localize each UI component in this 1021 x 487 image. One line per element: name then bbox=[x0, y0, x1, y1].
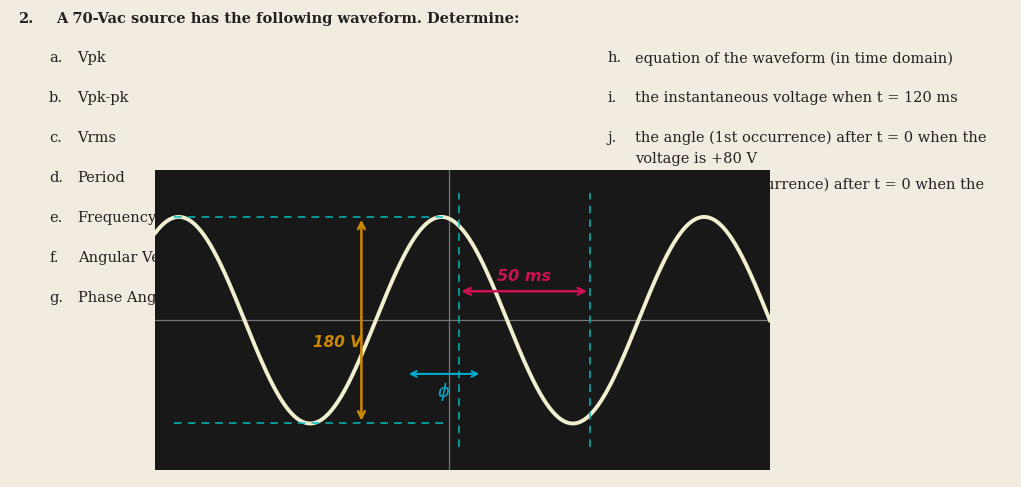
Text: the angle (1st occurrence) after t = 0 when the: the angle (1st occurrence) after t = 0 w… bbox=[635, 131, 986, 146]
Text: voltage is –10 V: voltage is –10 V bbox=[635, 199, 752, 213]
Text: Phase Angle: Phase Angle bbox=[78, 291, 169, 305]
Text: k.: k. bbox=[607, 178, 621, 192]
Text: equation of the waveform (in time domain): equation of the waveform (in time domain… bbox=[635, 51, 953, 66]
Text: Vpk-pk: Vpk-pk bbox=[78, 91, 129, 105]
Text: j.: j. bbox=[607, 131, 617, 145]
Text: h.: h. bbox=[607, 51, 622, 65]
Text: Frequency: Frequency bbox=[78, 211, 157, 225]
Text: Period: Period bbox=[78, 171, 126, 185]
Text: Angular Velocity: Angular Velocity bbox=[78, 251, 200, 265]
Text: 180 V: 180 V bbox=[312, 336, 361, 351]
Text: f.: f. bbox=[49, 251, 58, 265]
Text: a.: a. bbox=[49, 51, 62, 65]
Text: d.: d. bbox=[49, 171, 63, 185]
Text: A 70-Vac source has the following waveform. Determine:: A 70-Vac source has the following wavefo… bbox=[56, 12, 520, 26]
Text: e.: e. bbox=[49, 211, 62, 225]
Text: g.: g. bbox=[49, 291, 63, 305]
Text: i.: i. bbox=[607, 91, 617, 105]
Text: c.: c. bbox=[49, 131, 62, 145]
Text: Vpk: Vpk bbox=[78, 51, 106, 65]
Text: 50 ms: 50 ms bbox=[497, 269, 551, 284]
Text: $\phi$: $\phi$ bbox=[437, 381, 451, 403]
Text: the instantaneous voltage when t = 120 ms: the instantaneous voltage when t = 120 m… bbox=[635, 91, 958, 105]
Text: b.: b. bbox=[49, 91, 63, 105]
Text: the time (2nd occurrence) after t = 0 when the: the time (2nd occurrence) after t = 0 wh… bbox=[635, 178, 984, 192]
Text: 2.: 2. bbox=[18, 12, 34, 26]
Text: voltage is +80 V: voltage is +80 V bbox=[635, 152, 758, 166]
Text: Vrms: Vrms bbox=[78, 131, 116, 145]
